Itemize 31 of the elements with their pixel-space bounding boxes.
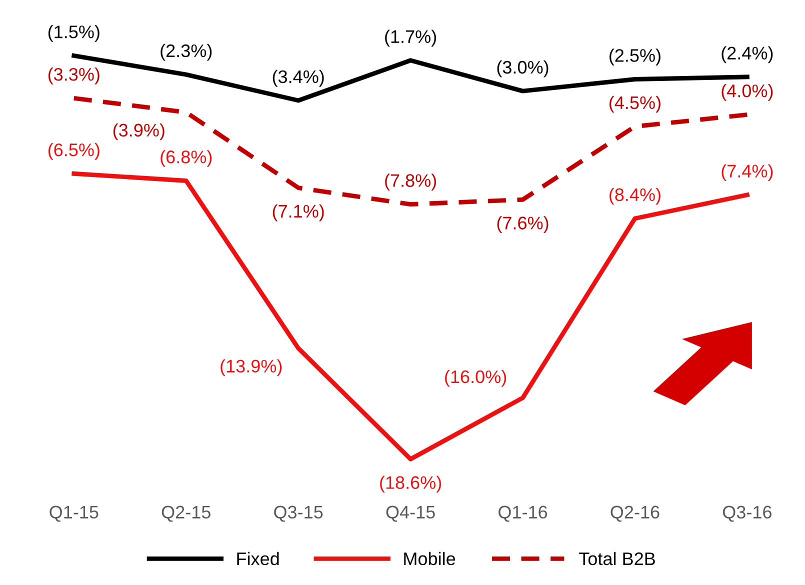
data-label: (2.5%) [610, 48, 660, 66]
data-label: (16.0%) [445, 370, 506, 387]
data-label: (7.1%) [272, 204, 324, 222]
data-label: (8.4%) [610, 188, 660, 205]
data-label: (2.4%) [722, 46, 773, 64]
data-label: (4.5%) [610, 96, 660, 113]
x-tick-label: Q2-15 [162, 506, 210, 522]
data-label: (3.3%) [48, 68, 100, 84]
data-label: (3.0%) [497, 60, 548, 78]
x-tick-label: Q4-15 [386, 506, 435, 522]
data-label: (18.6%) [380, 476, 442, 493]
data-label: (6.5%) [48, 143, 100, 160]
legend-label: Total B2B [579, 552, 655, 566]
data-label: (1.5%) [48, 25, 100, 42]
x-tick-label: Q1-16 [498, 506, 548, 522]
data-label: (13.9%) [220, 359, 282, 376]
x-tick-label: Q2-16 [610, 506, 660, 522]
x-tick-label: Q3-16 [722, 506, 772, 522]
legend-label: Mobile [404, 552, 456, 566]
data-label: (7.6%) [497, 216, 548, 234]
data-label: (3.4%) [272, 70, 324, 87]
legend-label: Fixed [237, 552, 279, 566]
data-label: (7.4%) [722, 164, 773, 182]
data-label: (7.8%) [385, 174, 436, 190]
data-label: (1.7%) [385, 30, 436, 47]
data-label: (2.3%) [160, 44, 212, 61]
data-label: (3.9%) [113, 123, 164, 140]
x-tick-label: Q3-15 [274, 506, 323, 522]
data-label: (4.0%) [722, 84, 773, 101]
data-label: (6.8%) [160, 150, 212, 167]
x-tick-label: Q1-15 [50, 506, 98, 522]
